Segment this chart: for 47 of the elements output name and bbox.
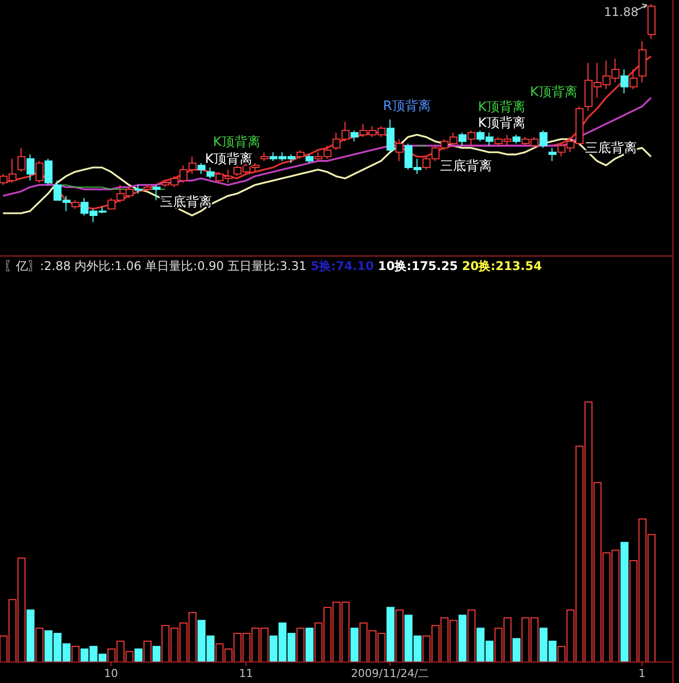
annotation: K顶背离	[478, 115, 526, 131]
text: 5换:74.10	[306, 259, 374, 273]
annotation: 11.88	[604, 5, 638, 19]
candlestick	[630, 68, 638, 90]
candlestick	[458, 132, 466, 146]
annotation: K顶背离	[530, 84, 578, 100]
candlestick	[620, 68, 628, 94]
bar	[144, 640, 152, 662]
bar	[468, 610, 476, 662]
candlestick	[26, 154, 34, 182]
text: 10换:175.25	[374, 259, 458, 273]
bar	[350, 628, 358, 662]
candlestick	[44, 158, 52, 186]
bar	[458, 614, 466, 662]
candlestick	[152, 184, 160, 201]
x-tick-label: 10	[104, 667, 118, 680]
annotation: K顶背离	[213, 134, 261, 150]
x-tick-label: 1	[638, 667, 646, 680]
candlestick	[396, 138, 404, 162]
candlestick	[350, 130, 358, 142]
bar	[512, 638, 520, 662]
bar	[26, 610, 34, 662]
bar	[36, 628, 44, 662]
text: 20换:213.54	[458, 259, 542, 273]
bar	[296, 628, 304, 662]
candlestick	[206, 167, 214, 179]
candlestick	[198, 162, 206, 175]
bar	[386, 606, 394, 662]
candlestick	[386, 119, 394, 153]
bar	[152, 646, 160, 662]
annotation: K顶背离	[478, 99, 526, 115]
candlestick	[36, 160, 44, 184]
bar	[396, 610, 404, 662]
bar	[620, 542, 628, 662]
candlestick	[548, 147, 556, 162]
x-tick-label: 2009/11/24/二	[350, 667, 430, 680]
candlestick	[18, 147, 26, 172]
x-tick-label: 11	[239, 667, 253, 680]
candlestick	[540, 130, 548, 148]
annotation: K顶背离	[205, 151, 253, 167]
annotation: 三底背离	[440, 158, 492, 174]
bar	[306, 628, 314, 662]
candlestick	[468, 130, 476, 146]
annotation: R顶背离	[383, 98, 432, 114]
bar	[134, 648, 142, 662]
chart-title: 〖亿〗:2.88 内外比:1.06 单日量比:0.90 五日量比:3.31	[4, 259, 306, 273]
bar	[72, 646, 80, 662]
